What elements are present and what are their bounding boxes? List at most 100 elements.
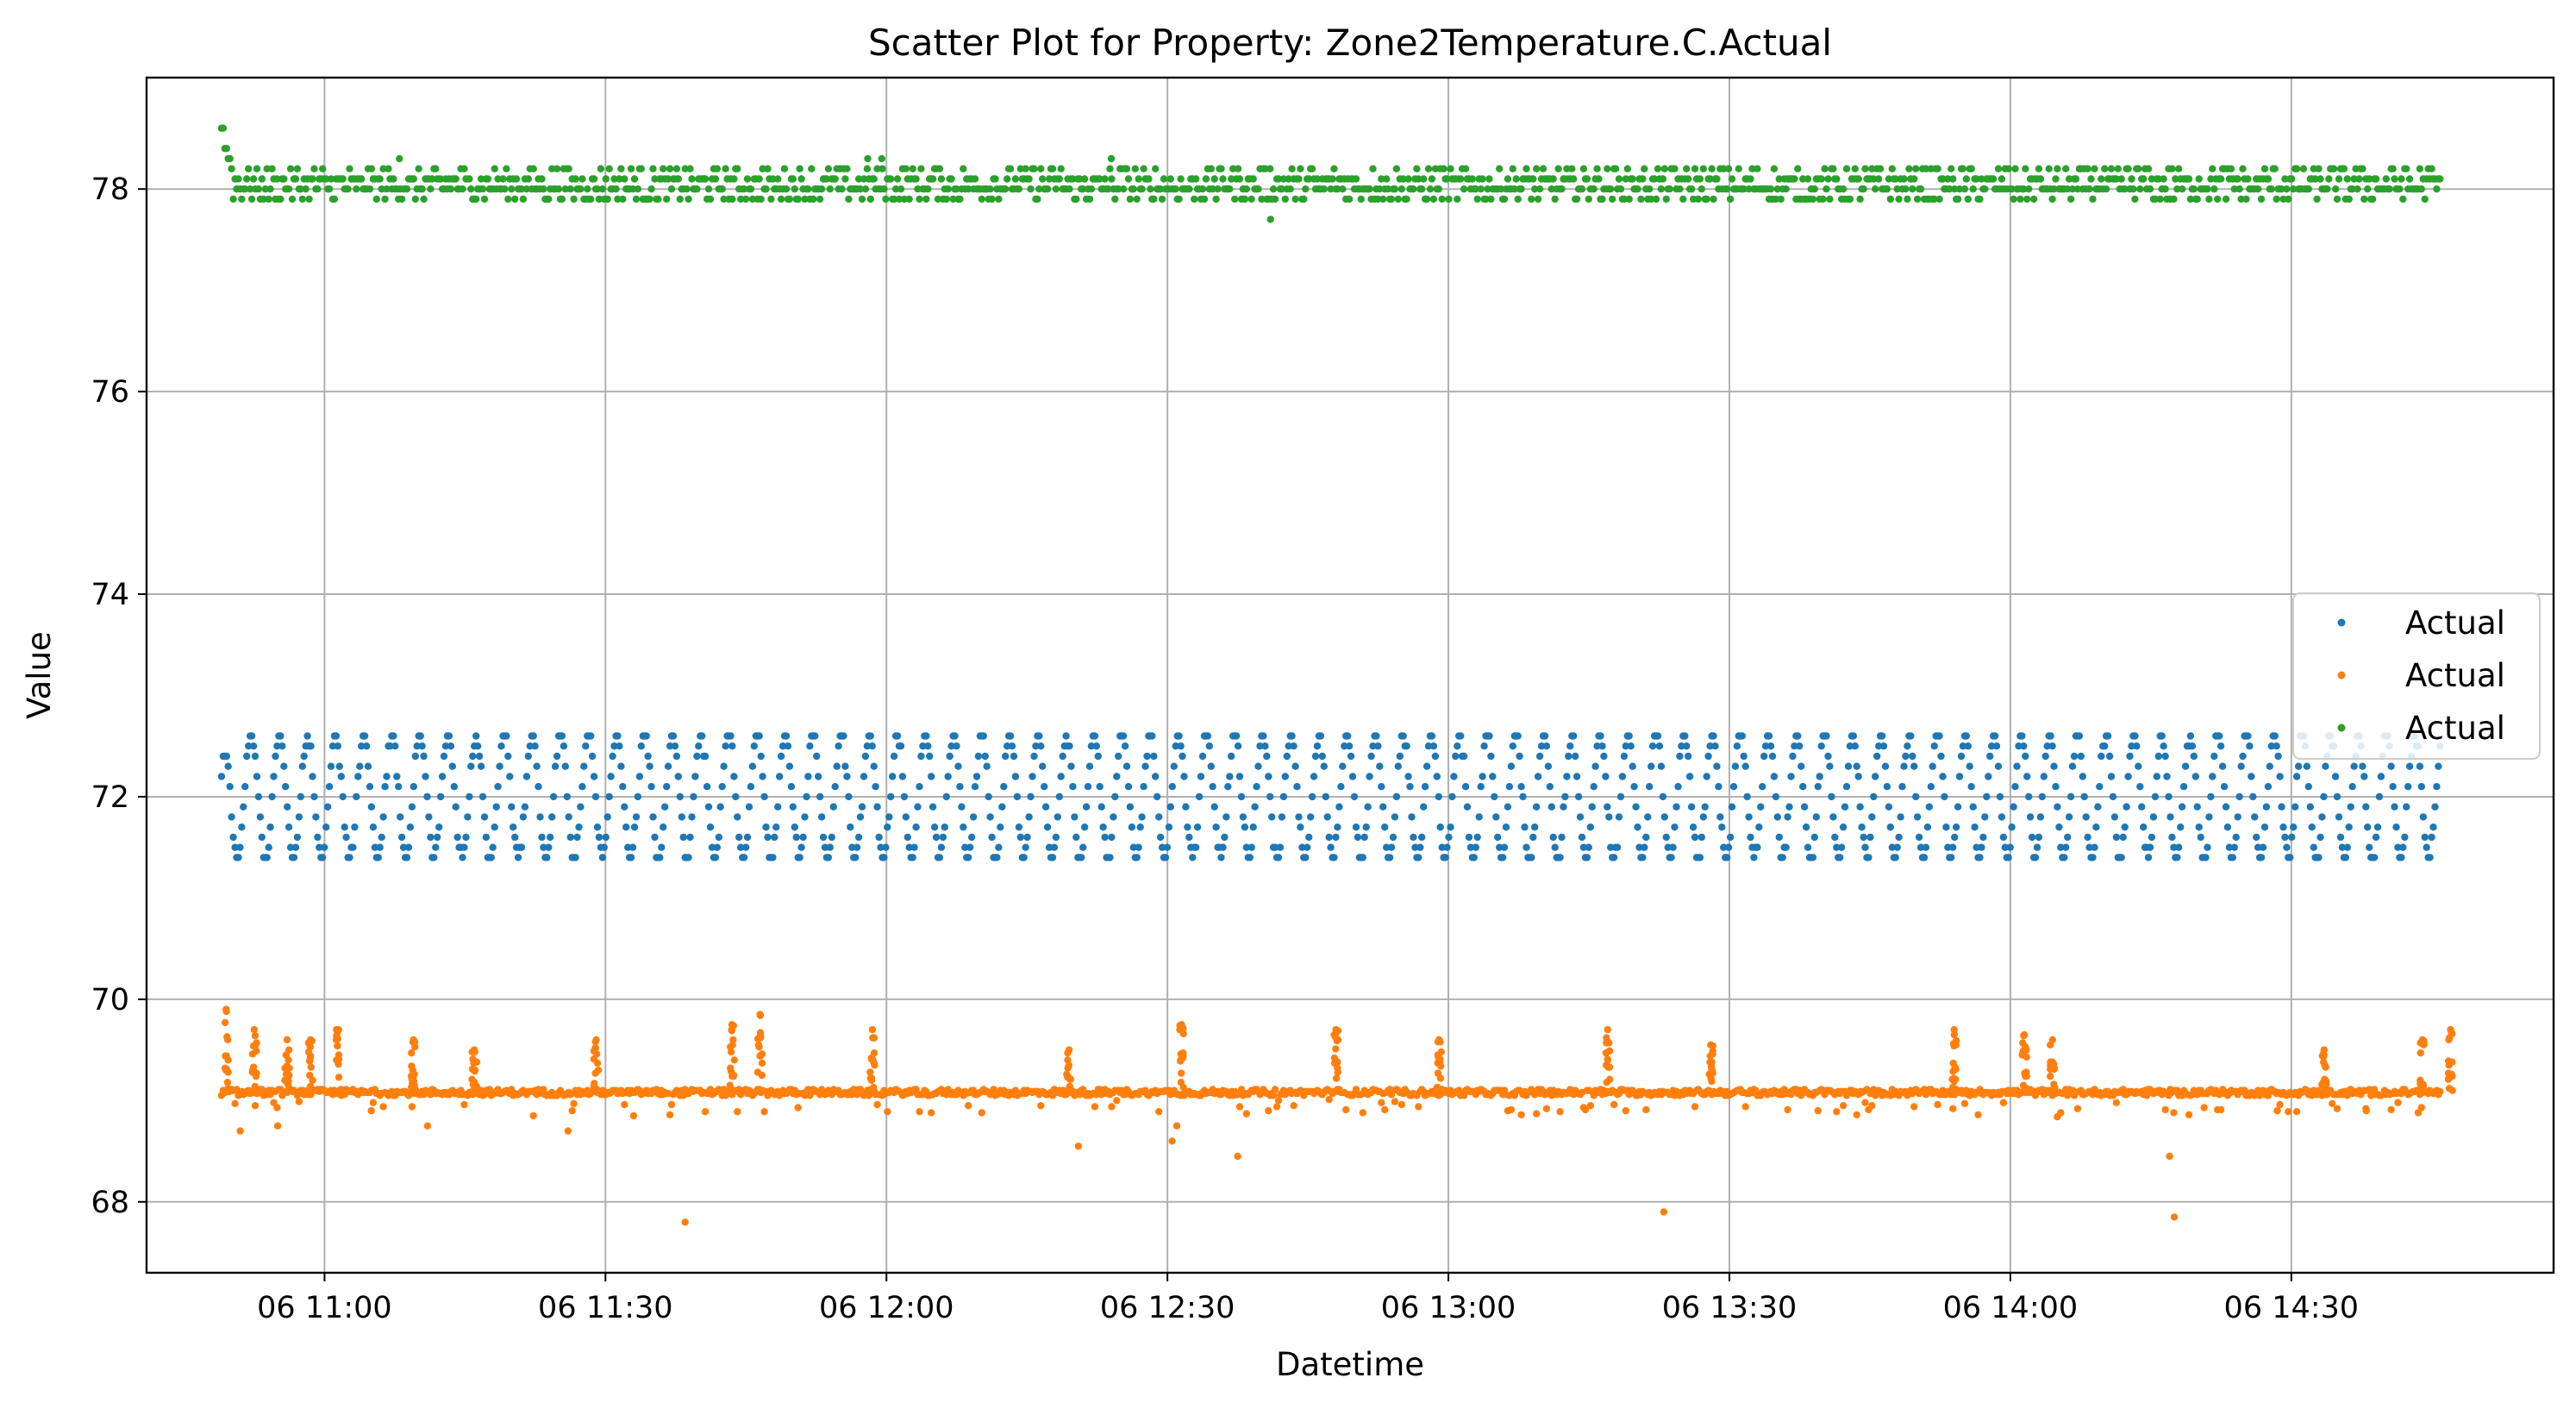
- series-2-point: [1113, 1097, 1121, 1105]
- series-3-point: [880, 185, 888, 193]
- series-1-point: [829, 803, 837, 811]
- series-3-point: [598, 185, 607, 193]
- series-1-point: [951, 732, 959, 740]
- series-1-point: [1154, 792, 1161, 801]
- series-2-point: [1708, 1058, 1716, 1066]
- series-3-point: [529, 165, 537, 172]
- series-1-point: [1477, 783, 1485, 791]
- series-2-point: [867, 1076, 876, 1085]
- series-3-point: [1313, 175, 1322, 183]
- series-2-point: [570, 1099, 578, 1108]
- series-3-point: [1426, 185, 1435, 193]
- series-3-point: [1484, 185, 1491, 193]
- series-1-point: [1549, 833, 1557, 842]
- series-2-point: [1868, 1102, 1876, 1110]
- series-2-point: [1741, 1103, 1749, 1111]
- series-1-point: [2151, 792, 2160, 801]
- series-3-point: [747, 185, 755, 193]
- series-1-point: [2079, 773, 2086, 780]
- series-3-point: [2403, 165, 2410, 172]
- series-1-point: [1332, 833, 1340, 842]
- series-1-point: [273, 742, 281, 750]
- series-3-point: [663, 195, 671, 204]
- series-2-point: [334, 1035, 341, 1043]
- series-1-point: [900, 792, 909, 801]
- series-1-point: [922, 732, 930, 740]
- series-2-point: [2200, 1104, 2208, 1112]
- series-3-point: [508, 185, 516, 193]
- series-3-point: [2331, 185, 2340, 193]
- series-1-point: [408, 803, 416, 811]
- series-1-point: [1372, 732, 1380, 740]
- series-1-point: [1794, 732, 1802, 740]
- series-1-point: [1078, 854, 1085, 861]
- series-1-point: [2170, 843, 2178, 851]
- series-3-point: [1160, 175, 1168, 183]
- series-1-point: [1572, 773, 1581, 780]
- series-3-point: [2292, 165, 2301, 172]
- series-1-point: [1126, 803, 1135, 811]
- series-3-point: [1598, 195, 1606, 204]
- series-2-point: [1707, 1041, 1715, 1049]
- series-1-point: [2018, 732, 2026, 740]
- series-3-point: [831, 175, 839, 183]
- series-1-point: [1235, 773, 1244, 780]
- series-3-point: [971, 175, 979, 183]
- series-3-point: [238, 195, 246, 204]
- series-2-point: [1581, 1105, 1590, 1114]
- series-3-point: [1856, 195, 1864, 204]
- series-1-point: [2131, 732, 2139, 740]
- series-3-point: [1842, 165, 1851, 172]
- series-3-point: [616, 175, 623, 183]
- series-3-point: [1473, 195, 1481, 204]
- series-3-point: [1529, 175, 1537, 183]
- series-1-point: [1602, 773, 1610, 780]
- series-1-point: [217, 773, 226, 780]
- series-3-point: [524, 175, 532, 183]
- series-3-point: [1291, 195, 1299, 204]
- series-1-point: [561, 762, 569, 770]
- series-1-point: [1860, 833, 1867, 842]
- series-1-point: [2416, 762, 2424, 770]
- series-1-point: [480, 813, 489, 821]
- series-1-point: [965, 854, 972, 861]
- series-2-point: [2216, 1105, 2225, 1114]
- series-1-point: [847, 823, 854, 831]
- series-1-point: [1228, 752, 1235, 761]
- series-3-point: [358, 175, 366, 183]
- series-1-point: [1281, 773, 1290, 780]
- series-1-point: [496, 762, 503, 770]
- series-1-point: [462, 833, 470, 842]
- series-1-point: [503, 732, 510, 740]
- series-2-point: [1091, 1103, 1099, 1111]
- series-1-point: [565, 813, 572, 821]
- series-2-point: [1542, 1105, 1551, 1112]
- series-1-point: [745, 803, 753, 811]
- series-2-point: [1556, 1108, 1564, 1116]
- series-1-point: [2026, 813, 2035, 821]
- series-1-point: [506, 773, 514, 780]
- series-3-point: [2389, 165, 2397, 172]
- series-1-point: [1740, 752, 1748, 761]
- series-2-point: [1359, 1109, 1367, 1117]
- series-3-point: [247, 195, 256, 204]
- series-1-point: [785, 762, 794, 770]
- series-3-point: [2304, 185, 2312, 193]
- series-2-point: [2362, 1106, 2370, 1115]
- series-3-point: [1891, 175, 1899, 183]
- series-1-point: [572, 854, 579, 861]
- series-3-point: [965, 185, 972, 193]
- series-1-point: [2195, 823, 2203, 831]
- series-3-point: [1269, 185, 1278, 193]
- series-1-point: [1379, 803, 1387, 811]
- series-1-point: [420, 752, 428, 761]
- series-1-point: [776, 773, 784, 780]
- series-3-point: [817, 185, 826, 193]
- series-1-point: [2010, 803, 2017, 811]
- series-1-point: [1710, 732, 1717, 740]
- series-2-point: [2323, 1077, 2330, 1086]
- series-1-point: [711, 854, 720, 861]
- series-1-point: [1605, 813, 1613, 821]
- series-1-point: [256, 813, 265, 821]
- series-1-point: [447, 742, 455, 750]
